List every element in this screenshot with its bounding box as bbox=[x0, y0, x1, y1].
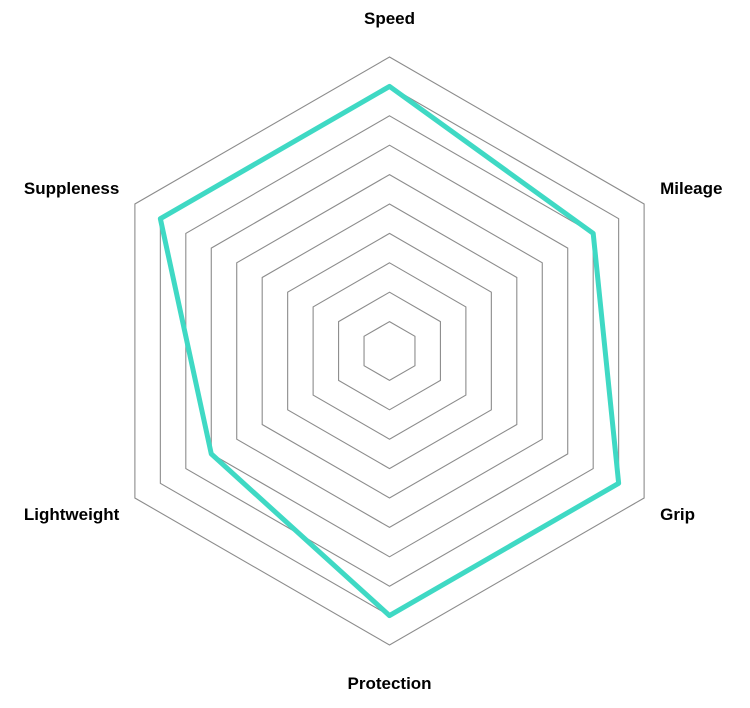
axis-label-protection: Protection bbox=[347, 674, 432, 693]
axis-label-mileage: Mileage bbox=[660, 178, 723, 198]
grid-ring bbox=[210, 144, 569, 558]
axis-label-lightweight: Lightweight bbox=[23, 504, 120, 524]
grid-ring bbox=[261, 203, 518, 499]
series-polygon-layer bbox=[157, 83, 622, 619]
grid-ring bbox=[236, 173, 543, 529]
axis-label-grip: Grip bbox=[660, 504, 696, 524]
grid-rings bbox=[134, 56, 645, 646]
axis-label-speed: Speed bbox=[364, 9, 416, 28]
grid-ring bbox=[363, 320, 416, 382]
axis-label-suppleness: Suppleness bbox=[23, 178, 120, 198]
grid-ring bbox=[287, 232, 492, 470]
grid-ring bbox=[312, 262, 467, 440]
series-polygon bbox=[157, 83, 622, 619]
grid-ring bbox=[134, 56, 645, 646]
grid-ring bbox=[159, 85, 620, 617]
grid-ring bbox=[338, 291, 441, 411]
